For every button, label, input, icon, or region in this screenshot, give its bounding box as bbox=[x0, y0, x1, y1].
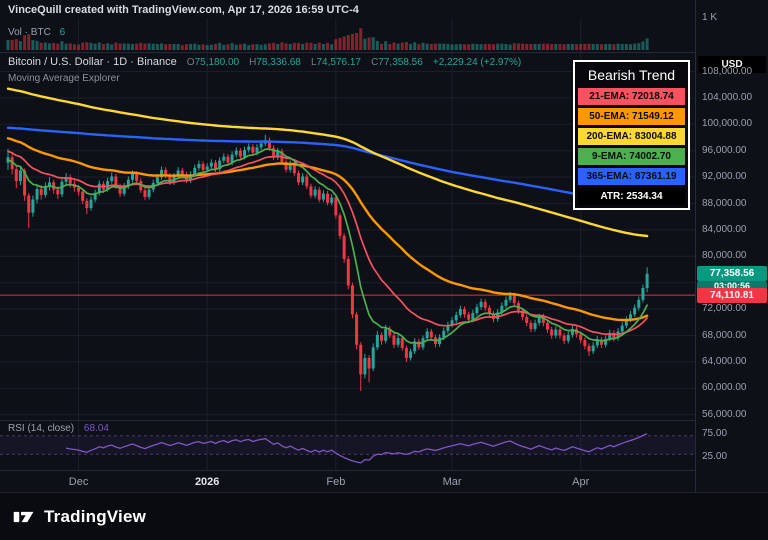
time-axis-label-feb: Feb bbox=[326, 476, 346, 488]
tradingview-logo[interactable]: TradingView bbox=[12, 505, 146, 529]
legend-row: 9-EMA: 74002.70 bbox=[578, 148, 685, 165]
volume-value: 6 bbox=[59, 27, 66, 38]
legend-row: 200-EMA: 83004.88 bbox=[578, 128, 685, 145]
volume-scale-label: 1 K bbox=[702, 12, 718, 23]
candles bbox=[6, 134, 649, 391]
tradingview-wordmark: TradingView bbox=[44, 507, 147, 526]
price-axis-label: 56,000.00 bbox=[702, 408, 747, 420]
price-axis-label: 84,000.00 bbox=[702, 223, 747, 235]
price-axis-label: 104,000.00 bbox=[702, 91, 753, 103]
price-axis-label: 96,000.00 bbox=[702, 144, 747, 156]
time-axis-label-mar: Mar bbox=[442, 476, 462, 488]
open-value: 75,180.00 bbox=[194, 57, 240, 68]
price-axis-label: 108,000.00 bbox=[702, 65, 753, 77]
time-axis-label-apr: Apr bbox=[572, 476, 590, 488]
attribution-text: VinceQuill created with TradingView.com,… bbox=[8, 4, 359, 16]
price-axis-label: 92,000.00 bbox=[702, 171, 747, 183]
indicator-label[interactable]: Moving Average Explorer bbox=[8, 73, 120, 84]
price-axis-label: 60,000.00 bbox=[702, 382, 747, 394]
price-axis-label: 100,000.00 bbox=[702, 118, 753, 130]
price-axis-label: 80,000.00 bbox=[702, 250, 747, 262]
legend-row: 21-EMA: 72018.74 bbox=[578, 88, 685, 105]
close-value: 77,358.56 bbox=[378, 57, 423, 68]
legend-row: 365-EMA: 87361.19 bbox=[578, 168, 685, 185]
chart-canvas[interactable] bbox=[0, 0, 695, 492]
legend-rows: 21-EMA: 72018.74 50-EMA: 71549.12 200-EMA:… bbox=[578, 88, 685, 205]
low-label: L bbox=[310, 57, 317, 68]
rsi-indicator-legend[interactable]: RSI (14, close) 68.04 bbox=[8, 423, 109, 434]
close-label: C bbox=[371, 57, 379, 68]
alert-price-tag: 74,110.81 bbox=[697, 288, 767, 304]
symbol-info-bar[interactable]: Bitcoin / U.S. Dollar · 1D · Binance O75… bbox=[8, 56, 521, 68]
price-scale[interactable]: 1 K USD 108,000.00 104,000.00 100,000.00 96… bbox=[695, 0, 768, 492]
tradingview-logo-icon bbox=[13, 511, 34, 523]
high-value: 78,336.68 bbox=[256, 57, 301, 68]
legend-row: 50-EMA: 71549.12 bbox=[578, 108, 685, 125]
legend-row: ATR: 2534.34 bbox=[578, 188, 685, 205]
bearish-trend-legend: Bearish Trend 21-EMA: 72018.74 50-EMA: 71… bbox=[573, 60, 690, 210]
symbol-title: Bitcoin / U.S. Dollar · 1D · Binance bbox=[8, 56, 177, 68]
high-label: H bbox=[249, 57, 257, 68]
price-axis-label: 68,000.00 bbox=[702, 329, 747, 341]
time-axis-label-2026: 2026 bbox=[194, 476, 220, 488]
volume-indicator-legend[interactable]: Vol · BTC 6 bbox=[8, 27, 65, 38]
ema-lines bbox=[6, 87, 649, 345]
current-price-tag: 77,358.56 bbox=[697, 265, 767, 281]
rsi-label: RSI (14, close) bbox=[8, 423, 75, 434]
chart-area[interactable]: VinceQuill created with TradingView.com,… bbox=[0, 0, 695, 492]
currency-tab[interactable]: USD bbox=[698, 56, 766, 73]
legend-title: Bearish Trend bbox=[587, 67, 676, 83]
volume-indicator-label: Vol · BTC bbox=[8, 27, 51, 38]
rsi-band bbox=[0, 435, 695, 455]
volume-bars bbox=[6, 28, 649, 50]
footer-bar: TradingView bbox=[0, 492, 768, 540]
low-value: 74,576.17 bbox=[316, 57, 362, 68]
rsi-axis-label: 25.00 bbox=[702, 450, 728, 462]
change-value: +2,229.24 (+2.97%) bbox=[432, 57, 522, 68]
open-label: O bbox=[186, 57, 195, 68]
rsi-line bbox=[65, 433, 648, 464]
rsi-axis-label: 75.00 bbox=[702, 427, 728, 439]
price-axis-label: 64,000.00 bbox=[702, 355, 747, 367]
price-axis-label: 72,000.00 bbox=[702, 303, 747, 315]
bar-countdown-tag: 03:00:56 bbox=[697, 280, 767, 292]
price-axis-label: 88,000.00 bbox=[702, 197, 747, 209]
time-axis-label-dec: Dec bbox=[68, 476, 89, 488]
rsi-value: 68.04 bbox=[83, 423, 109, 434]
